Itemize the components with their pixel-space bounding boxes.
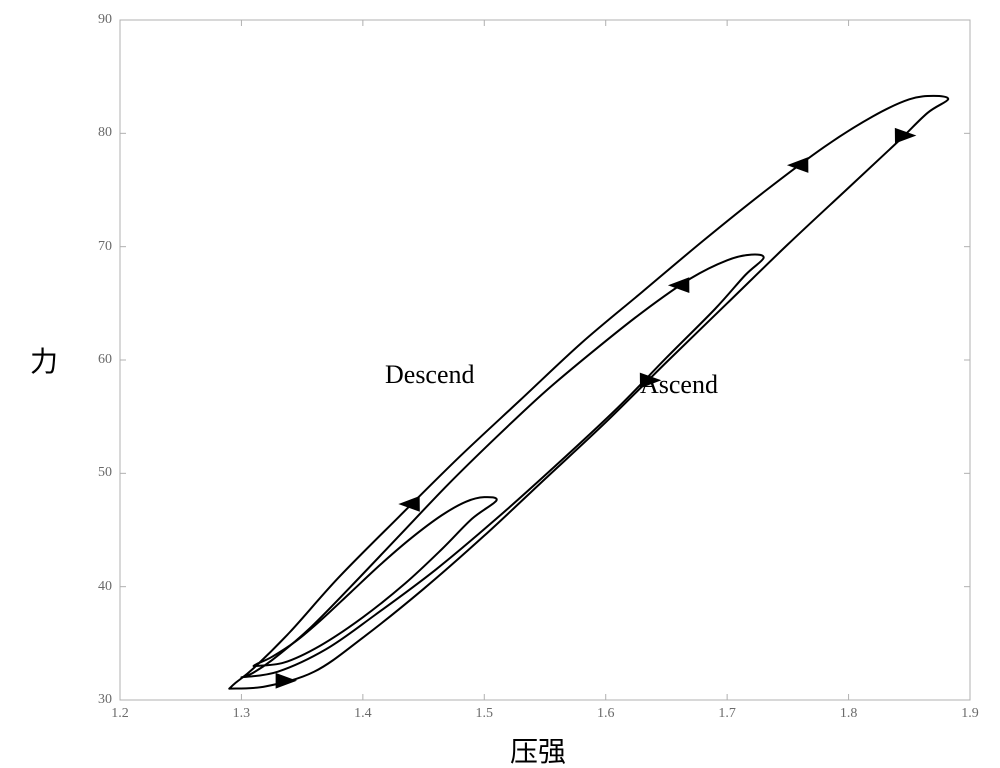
y-tick-label: 90 (82, 12, 112, 28)
x-tick-label: 1.5 (476, 706, 494, 722)
y-tick-label: 70 (82, 239, 112, 255)
annotation-descend: Descend (385, 360, 475, 390)
x-tick-label: 1.6 (597, 706, 615, 722)
x-tick-label: 1.2 (111, 706, 129, 722)
x-tick-label: 1.4 (354, 706, 372, 722)
y-tick-label: 60 (82, 352, 112, 368)
y-tick-label: 30 (82, 692, 112, 708)
hysteresis-chart (0, 0, 1000, 768)
y-tick-label: 80 (82, 125, 112, 141)
y-tick-label: 40 (82, 579, 112, 595)
annotation-ascend: Ascend (640, 370, 718, 400)
y-axis-label: 力 (30, 340, 58, 380)
x-tick-label: 1.9 (961, 706, 979, 722)
x-axis-label: 压强 (510, 730, 566, 768)
chart-container: 力 压强 Descend Ascend 1.2 1.3 1.4 1.5 1.6 1.7 1.… (0, 0, 1000, 768)
y-tick-label: 50 (82, 465, 112, 481)
x-tick-label: 1.3 (233, 706, 251, 722)
x-tick-label: 1.8 (840, 706, 858, 722)
x-tick-label: 1.7 (718, 706, 736, 722)
